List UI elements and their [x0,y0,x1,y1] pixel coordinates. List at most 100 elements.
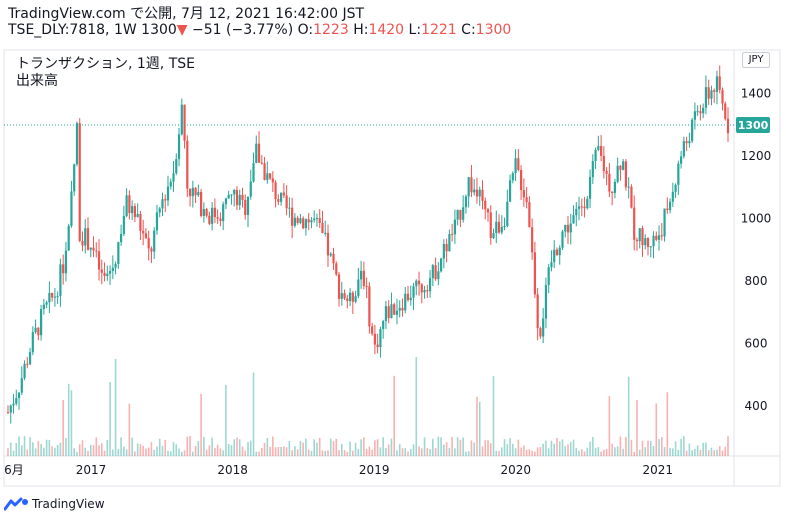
candle-body [666,208,669,211]
candle-body [302,218,305,229]
candle-body [693,111,696,120]
candle-body [78,123,81,241]
candle-body [467,177,470,197]
volume-bar [169,451,172,456]
volume-bar [586,447,589,456]
volume-bar [396,450,398,456]
candle-body [497,221,501,233]
candle-body [197,191,200,196]
candle-body [147,238,150,249]
volume-bar [100,443,103,456]
volume-bar [387,444,390,456]
volume-bar [95,437,98,456]
volume-bar [600,451,602,456]
candle-body [611,191,614,194]
candle-body [73,164,76,192]
volume-bar [492,376,495,456]
candle-body [384,306,388,322]
candle-body [724,103,727,119]
volume-bar [478,401,481,456]
y-tick-label: 1400 [741,87,772,101]
candle-body [188,188,192,197]
candle-body [53,296,56,298]
candle-body [674,184,677,192]
currency-badge[interactable]: JPY [742,52,770,68]
volume-bar [299,441,302,456]
candle-body [423,290,426,293]
candle-body [696,111,699,113]
candle-body [531,227,534,253]
volume-bar [677,449,680,456]
volume-bar [597,447,600,456]
candle-body [575,208,578,216]
volume-bar [721,450,724,456]
volume-bar [92,445,95,456]
volume-bar [437,436,440,456]
volume-bar [241,446,244,456]
volume-bar [222,450,224,456]
volume-bar [558,441,561,456]
candle-body [202,208,205,216]
volume-bar [249,440,252,456]
candle-body [150,248,153,252]
candle-body [630,186,633,208]
candle-body [315,218,319,220]
candle-body [161,199,164,209]
volume-bar [324,451,327,456]
volume-bar [189,436,191,456]
candle-body [183,104,186,141]
candle-body [718,76,721,90]
candle-body [75,123,79,165]
volume-bar [443,444,445,456]
candle-body [417,280,421,285]
volume-bar [178,448,180,456]
candle-body [84,228,87,246]
candle-body [415,280,418,287]
volume-bar [539,446,542,456]
candle-body [428,278,432,292]
candle-body [155,212,159,231]
volume-bar [713,450,716,456]
low-label: L: [408,22,422,38]
candle-body [542,318,545,337]
candle-body [321,223,324,234]
volume-bar [592,437,594,456]
volume-bar [147,447,150,456]
volume-bar [112,449,114,456]
volume-bar [123,446,125,456]
volume-bar [357,449,360,456]
time-axis: 6月 2017 2018 2019 2020 2021 [4,463,673,477]
candle-body [597,145,600,150]
candle-body [409,297,412,301]
candle-body [710,90,713,99]
volume-bar [335,438,338,456]
volume-bar [56,444,59,456]
volume-bar [9,442,12,456]
volume-bar [434,447,437,456]
volume-bar [696,445,699,456]
candle-body [566,224,570,233]
candle-body [164,199,167,201]
volume-bar [500,447,503,456]
candle-body [318,218,321,224]
candle-body [15,398,18,404]
candle-body [120,233,123,243]
candle-body [17,392,21,399]
candle-body [285,195,288,209]
price-axis: 400 600 800 1000 1200 1400 [741,87,772,413]
candle-body [260,162,263,164]
candle-body [685,141,688,144]
candle-body [56,295,59,297]
volume-bar [316,442,318,456]
brand-footer[interactable]: TradingView [3,494,105,513]
candle-body [382,321,385,330]
volume-bar [363,437,365,456]
candle-body [440,258,443,272]
volume-bar [525,449,528,456]
candle-body [238,194,241,206]
candle-body [376,344,379,348]
candle-body [373,333,376,345]
volume-bar [702,442,704,456]
candle-body [219,218,222,222]
